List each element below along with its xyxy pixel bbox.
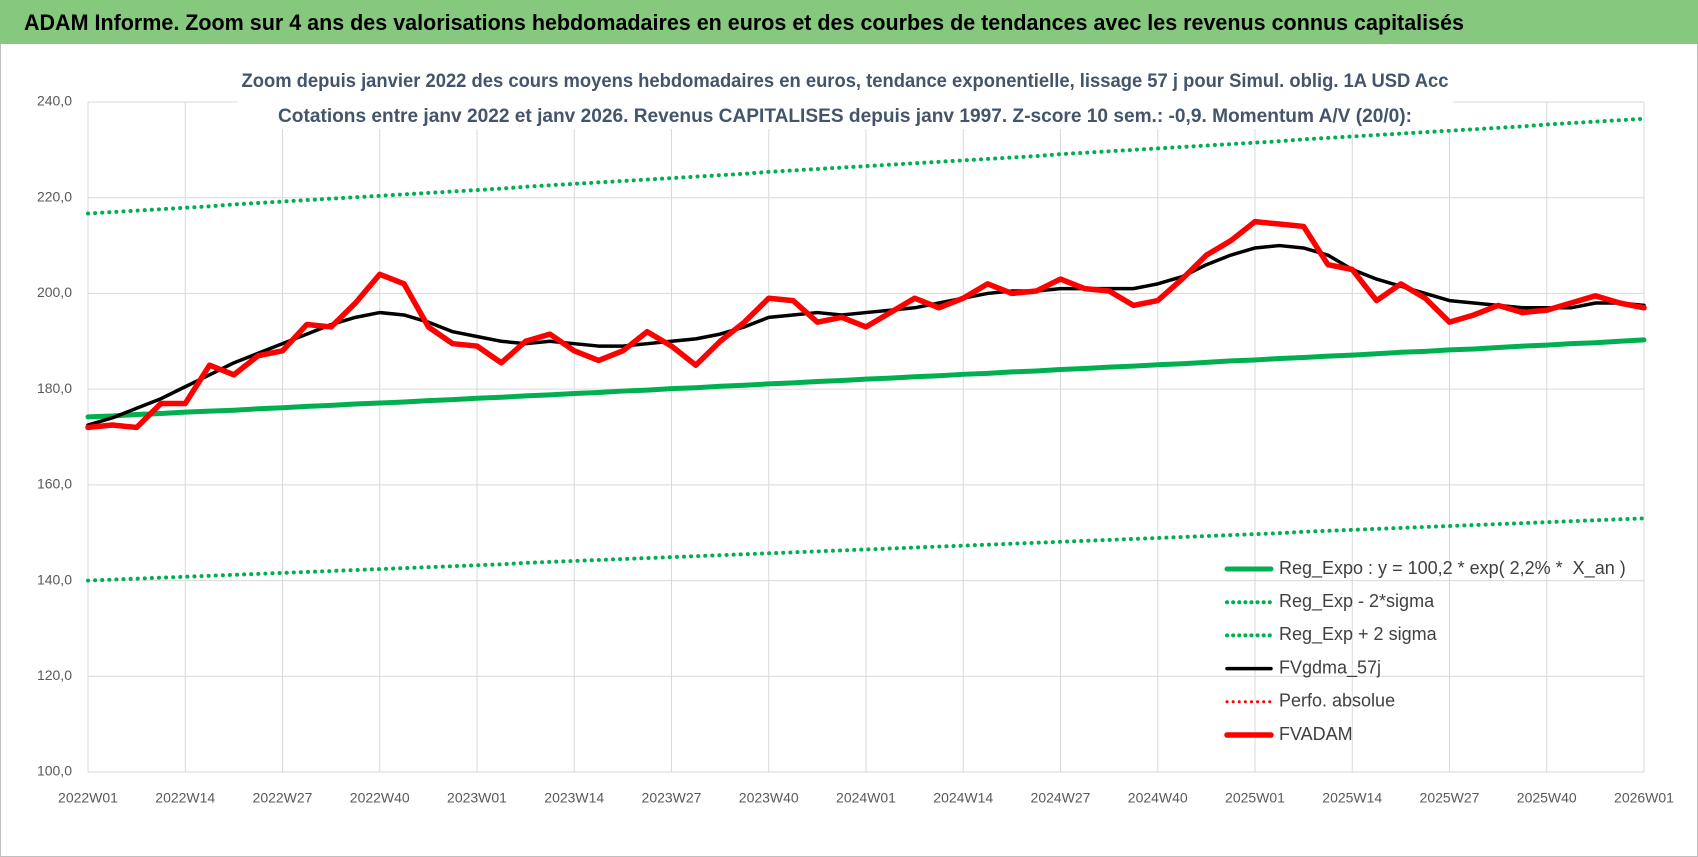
y-tick-label: 180,0: [37, 380, 72, 396]
x-tick-label: 2022W40: [350, 790, 410, 806]
y-tick-label: 220,0: [37, 188, 72, 204]
x-tick-label: 2025W14: [1322, 790, 1382, 806]
x-tick-label: 2023W40: [739, 790, 799, 806]
legend-label: FVgdma_57j: [1279, 657, 1381, 678]
subtitle-line: Cotations entre janv 2022 et janv 2026. …: [278, 106, 1412, 127]
y-tick-label: 100,0: [37, 763, 72, 779]
x-tick-label: 2026W01: [1614, 790, 1674, 806]
y-tick-label: 140,0: [37, 571, 72, 587]
header-bar: [0, 0, 1698, 44]
x-tick-label: 2025W40: [1517, 790, 1577, 806]
legend-label: Perfo. absolue: [1279, 691, 1395, 711]
x-tick-label: 2024W01: [836, 790, 896, 806]
series-line: [85, 337, 1647, 420]
x-tick-label: 2022W14: [155, 790, 215, 806]
subtitle-bg: [237, 69, 1453, 130]
legend-label: Reg_Exp + 2 sigma: [1279, 624, 1438, 645]
legend-label: FVADAM: [1279, 724, 1353, 744]
x-tick-label: 2022W27: [253, 790, 313, 806]
x-tick-label: 2023W27: [642, 790, 702, 806]
x-tick-label: 2025W27: [1420, 790, 1480, 806]
x-tick-label: 2023W14: [544, 790, 604, 806]
y-tick-label: 200,0: [37, 284, 72, 300]
series-line: [85, 218, 1647, 431]
x-tick-label: 2024W14: [933, 790, 993, 806]
y-tick-label: 160,0: [37, 476, 72, 492]
chart-title: ADAM Informe. Zoom sur 4 ans des valoris…: [24, 10, 1464, 35]
x-tick-label: 2022W01: [58, 790, 118, 806]
legend-label: Reg_Exp - 2*sigma: [1279, 591, 1435, 612]
x-tick-label: 2024W27: [1031, 790, 1091, 806]
x-tick-label: 2023W01: [447, 790, 507, 806]
x-tick-label: 2024W40: [1128, 790, 1188, 806]
y-tick-label: 120,0: [37, 667, 72, 683]
legend-label: Reg_Expo : y = 100,2 * exp( 2,2% * X_an …: [1279, 558, 1626, 579]
x-tick-label: 2025W01: [1225, 790, 1285, 806]
y-tick-label: 240,0: [37, 93, 72, 109]
series-line: [86, 243, 1646, 427]
series-line: [86, 116, 1646, 216]
series-line: [86, 516, 1646, 583]
subtitle-line: Zoom depuis janvier 2022 des cours moyen…: [242, 71, 1449, 92]
subtitle: Zoom depuis janvier 2022 des cours moyen…: [237, 69, 1453, 130]
